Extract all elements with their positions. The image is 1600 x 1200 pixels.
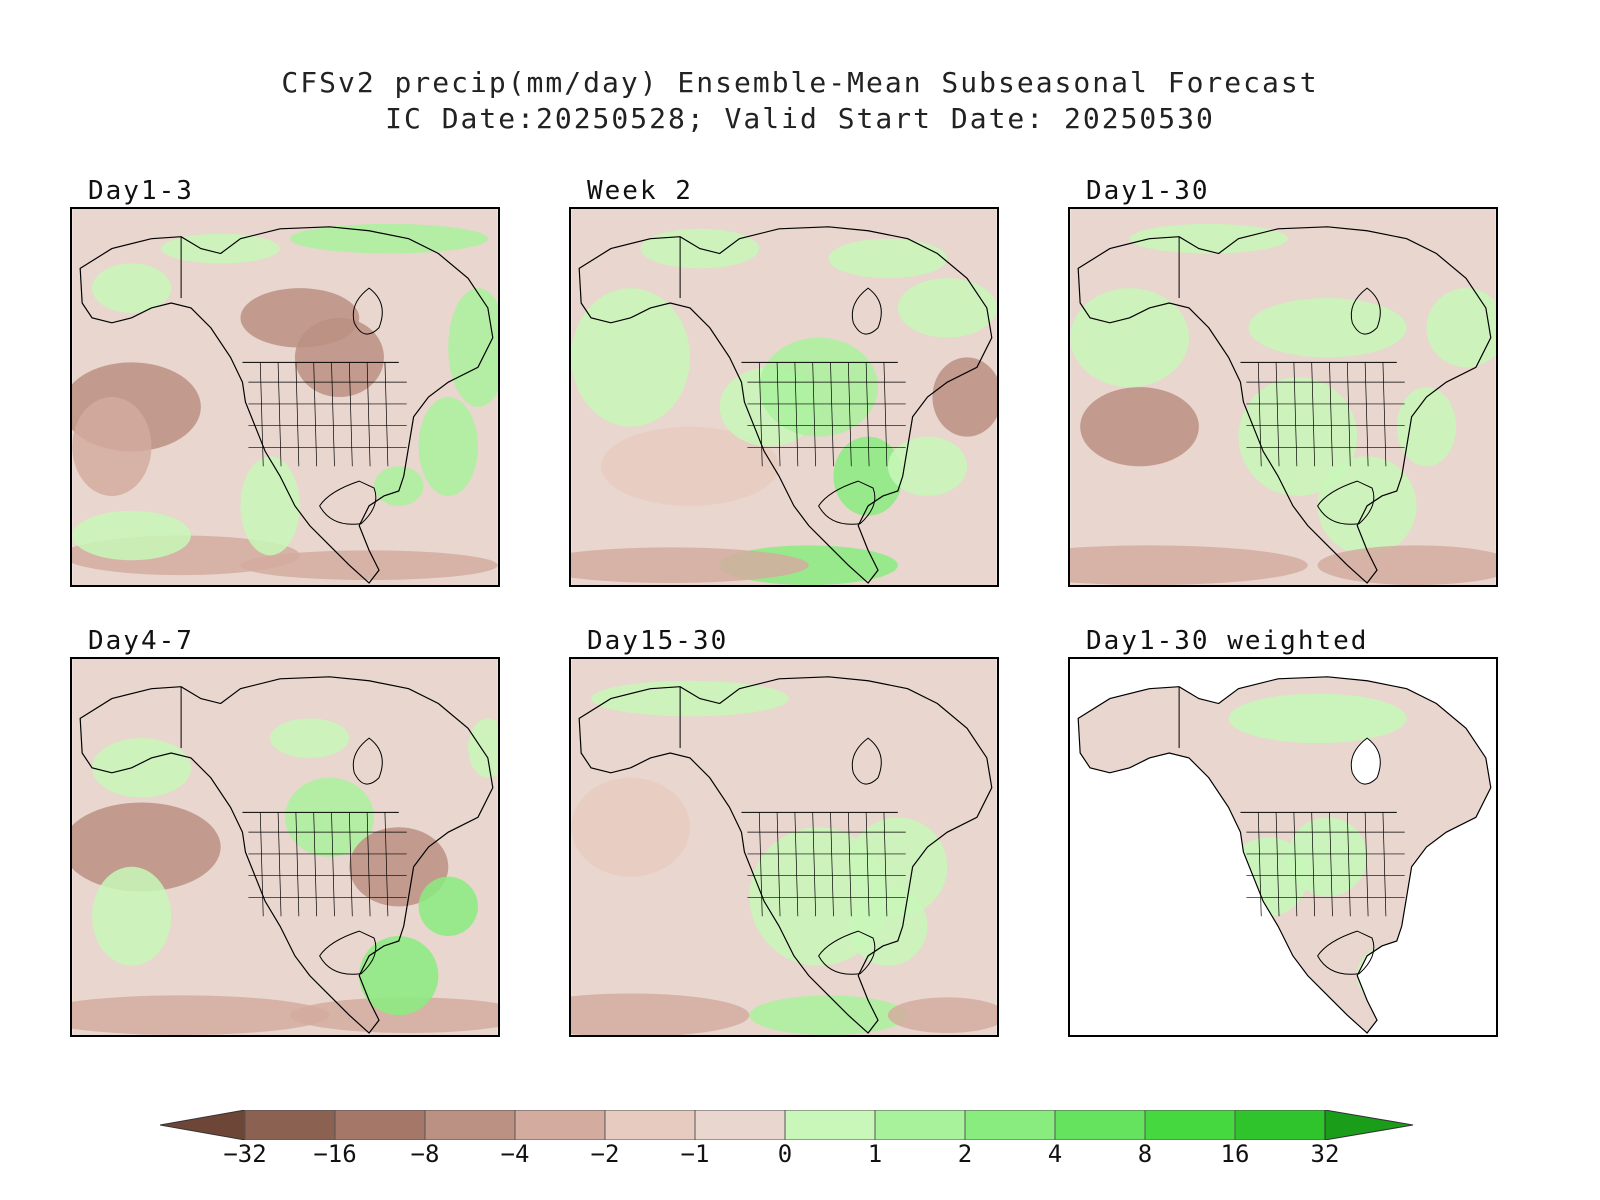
map-panel-day1-30 [1068, 207, 1498, 587]
colorbar-tick-label: 4 [1047, 1140, 1063, 1168]
panel-title-week2: Week 2 [587, 176, 693, 206]
colorbar-tick-label: −2 [590, 1140, 620, 1168]
map-panel-day15-30 [569, 657, 999, 1037]
colorbar-tick-label: −16 [313, 1140, 357, 1168]
panel-title-day4-7: Day4-7 [88, 626, 194, 656]
panel-title-day1-30-weighted: Day1-30 weighted [1086, 626, 1369, 656]
panel-title-day1-3: Day1-3 [88, 176, 194, 206]
figure-title: CFSv2 precip(mm/day) Ensemble-Mean Subse… [281, 66, 1319, 99]
map-panel-week2 [569, 207, 999, 587]
colorbar-tick-label: −1 [680, 1140, 710, 1168]
colorbar-tick-label: 32 [1310, 1140, 1340, 1168]
map-panel-day1-3 [70, 207, 500, 587]
colorbar-tick-label: 16 [1220, 1140, 1250, 1168]
panel-title-day1-30: Day1-30 [1086, 176, 1210, 206]
colorbar-tick-label: −4 [500, 1140, 530, 1168]
colorbar-tick-label: 1 [867, 1140, 883, 1168]
colorbar-tick-label: 8 [1137, 1140, 1153, 1168]
colorbar [160, 1110, 1414, 1140]
map-panel-day1-30-weighted [1068, 657, 1498, 1037]
colorbar-tick-label: −8 [410, 1140, 440, 1168]
map-panel-day4-7 [70, 657, 500, 1037]
colorbar-tick-label: 0 [777, 1140, 793, 1168]
colorbar-tick-label: 2 [957, 1140, 973, 1168]
colorbar-tick-label: −32 [223, 1140, 267, 1168]
panel-title-day15-30: Day15-30 [587, 626, 729, 656]
figure-subtitle: IC Date:20250528; Valid Start Date: 2025… [385, 102, 1215, 135]
